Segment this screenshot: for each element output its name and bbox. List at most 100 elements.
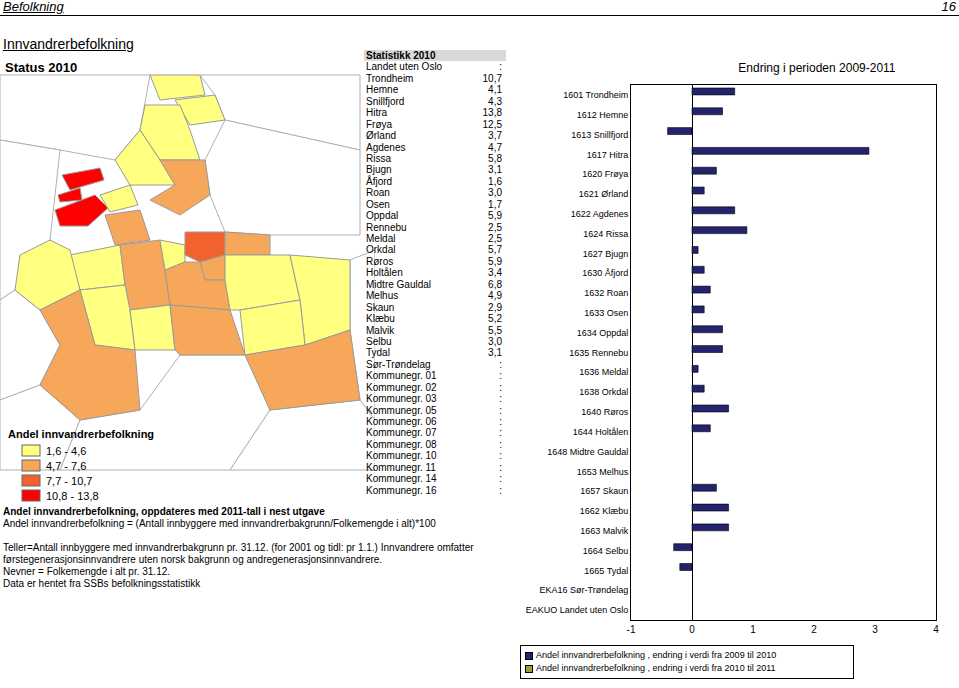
svg-text:1: 1	[750, 624, 756, 635]
html-text:Hemne: Hemne	[366, 84, 399, 96]
html-text:Melhus: Melhus	[366, 290, 399, 302]
html-text:16: 16	[941, 0, 956, 14]
html-text:Andel innvandrerbefolkning: Andel innvandrerbefolkning	[8, 428, 155, 440]
svg-text:1665 Tydal: 1665 Tydal	[584, 566, 628, 576]
html-text:Kommunegr. 08: Kommunegr. 08	[366, 438, 437, 450]
html-text:Trondheim: Trondheim	[366, 72, 414, 84]
html-text:Rennebu: Rennebu	[366, 221, 407, 233]
svg-text:1648 Midtre Gauldal: 1648 Midtre Gauldal	[547, 447, 628, 457]
html-text:5,2: 5,2	[488, 313, 502, 325]
svg-text:-1: -1	[627, 624, 636, 635]
html-text:5,5: 5,5	[488, 324, 502, 336]
html-text:5,8: 5,8	[488, 152, 502, 164]
html-text:1,7: 1,7	[488, 198, 502, 210]
svg-text:4: 4	[933, 624, 939, 635]
html-text:Snillfjord: Snillfjord	[366, 95, 405, 107]
html-text:2,9: 2,9	[488, 301, 502, 313]
svg-text:1620 Frøya: 1620 Frøya	[582, 169, 628, 179]
svg-text:1635 Rennebu: 1635 Rennebu	[569, 348, 628, 358]
svg-text:1,6 - 4,6: 1,6 - 4,6	[46, 445, 86, 457]
svg-text:1632 Roan: 1632 Roan	[584, 288, 628, 298]
html-text:12,5: 12,5	[482, 118, 502, 130]
svg-text:1663 Malvik: 1663 Malvik	[580, 526, 629, 536]
html-text:Åfjord: Åfjord	[366, 175, 393, 187]
svg-text:1638 Orkdal: 1638 Orkdal	[579, 387, 628, 397]
html-text:1,6: 1,6	[488, 175, 502, 187]
html-text:4,1: 4,1	[488, 84, 502, 96]
svg-text:1634 Oppdal: 1634 Oppdal	[577, 328, 629, 338]
html-text:6,8: 6,8	[488, 278, 502, 290]
svg-text:1617 Hitra: 1617 Hitra	[587, 150, 629, 160]
html-text:5,9: 5,9	[488, 255, 502, 267]
svg-text:1657 Skaun: 1657 Skaun	[580, 486, 628, 496]
svg-text:3: 3	[872, 624, 878, 635]
html-text:3,7: 3,7	[488, 130, 502, 142]
html-text:Oppdal: Oppdal	[366, 210, 399, 222]
html-text:Malvik: Malvik	[366, 324, 395, 336]
html-text:4,3: 4,3	[488, 95, 502, 107]
svg-text:1612 Hemne: 1612 Hemne	[577, 110, 629, 120]
svg-text:1636 Meldal: 1636 Meldal	[579, 367, 628, 377]
svg-text:1662 Klæbu: 1662 Klæbu	[580, 506, 629, 516]
svg-text:4,7 - 7,6: 4,7 - 7,6	[46, 460, 86, 472]
svg-text:1613 Snillfjord: 1613 Snillfjord	[571, 130, 628, 140]
html-text:Holtålen: Holtålen	[366, 267, 403, 279]
html-text:10,7: 10,7	[482, 72, 502, 84]
svg-text:0: 0	[689, 624, 695, 635]
html-text:Teller=Antall innbyggere med i: Teller=Antall innbyggere med innvandrerb…	[3, 542, 474, 565]
html-text:Roan: Roan	[366, 187, 390, 199]
html-text:Midtre Gauldal: Midtre Gauldal	[366, 278, 431, 290]
html-text:3,1: 3,1	[488, 347, 502, 359]
html-text:5,7: 5,7	[488, 244, 502, 256]
html-text:3,0: 3,0	[488, 187, 502, 199]
svg-text:1621 Ørland: 1621 Ørland	[579, 189, 629, 199]
html-text:4,9: 4,9	[488, 290, 502, 302]
html-text:4,7: 4,7	[488, 141, 502, 153]
svg-text:1627 Bjugn: 1627 Bjugn	[583, 249, 629, 259]
html-text:Ørland: Ørland	[366, 130, 396, 142]
svg-text:1644 Holtålen: 1644 Holtålen	[573, 427, 629, 437]
html-text:3,1: 3,1	[488, 164, 502, 176]
html-text:Røros: Røros	[366, 255, 394, 267]
html-text:Kommunegr. 02: Kommunegr. 02	[366, 381, 437, 393]
svg-text:1664 Selbu: 1664 Selbu	[583, 546, 629, 556]
html-text:Hitra: Hitra	[366, 107, 388, 119]
svg-text:10,8 - 13,8: 10,8 - 13,8	[46, 490, 99, 502]
html-text:Kommunegr. 05: Kommunegr. 05	[366, 404, 437, 416]
svg-text:EAKUO Landet uten Oslo: EAKUO Landet uten Oslo	[526, 605, 629, 615]
html-text:Osen: Osen	[366, 198, 390, 210]
html-text:5,9: 5,9	[488, 210, 502, 222]
svg-text:1633 Osen: 1633 Osen	[584, 308, 628, 318]
html-text:Innvandrerbefolkning: Innvandrerbefolkning	[3, 36, 134, 52]
svg-text:1653 Melhus: 1653 Melhus	[577, 467, 629, 477]
svg-text:2: 2	[811, 624, 817, 635]
html-text:Kommunegr. 07: Kommunegr. 07	[366, 427, 437, 439]
svg-text:1622 Agdenes: 1622 Agdenes	[571, 209, 629, 219]
svg-text:1624 Rissa: 1624 Rissa	[583, 229, 628, 239]
html-text:Rissa: Rissa	[366, 152, 391, 164]
html-text:Sør-Trøndelag: Sør-Trøndelag	[366, 358, 431, 370]
html-text:Klæbu: Klæbu	[366, 313, 395, 325]
svg-text:7,7 - 10,7: 7,7 - 10,7	[46, 475, 92, 487]
html-text:Agdenes: Agdenes	[366, 141, 406, 153]
html-text:2,5: 2,5	[488, 221, 502, 233]
html-text:Kommunegr. 03: Kommunegr. 03	[366, 393, 437, 405]
html-text:Orkdal: Orkdal	[366, 244, 396, 256]
svg-text:Endring i perioden 2009-2011: Endring i perioden 2009-2011	[738, 61, 896, 75]
html-text:Skaun: Skaun	[366, 301, 395, 313]
html-text:Tydal: Tydal	[366, 347, 390, 359]
html-text:3,4: 3,4	[488, 267, 502, 279]
html-text:Landet uten Oslo: Landet uten Oslo	[366, 61, 443, 73]
svg-text:1601 Trondheim: 1601 Trondheim	[563, 90, 628, 100]
html-text:Kommunegr. 01: Kommunegr. 01	[366, 370, 437, 382]
svg-text:EKA16 Sør-Trøndelag: EKA16 Sør-Trøndelag	[539, 585, 628, 595]
html-text:Frøya: Frøya	[366, 118, 393, 130]
html-text:Status 2010: Status 2010	[5, 60, 78, 75]
html-text:Bjugn: Bjugn	[366, 164, 392, 176]
html-text:Selbu: Selbu	[366, 335, 392, 347]
html-text:3,0: 3,0	[488, 335, 502, 347]
svg-text:1640 Røros: 1640 Røros	[581, 407, 629, 417]
html-text:13,8: 13,8	[482, 107, 502, 119]
html-text:Befolkning: Befolkning	[3, 0, 64, 14]
svg-text:1630 Åfjord: 1630 Åfjord	[582, 268, 628, 278]
